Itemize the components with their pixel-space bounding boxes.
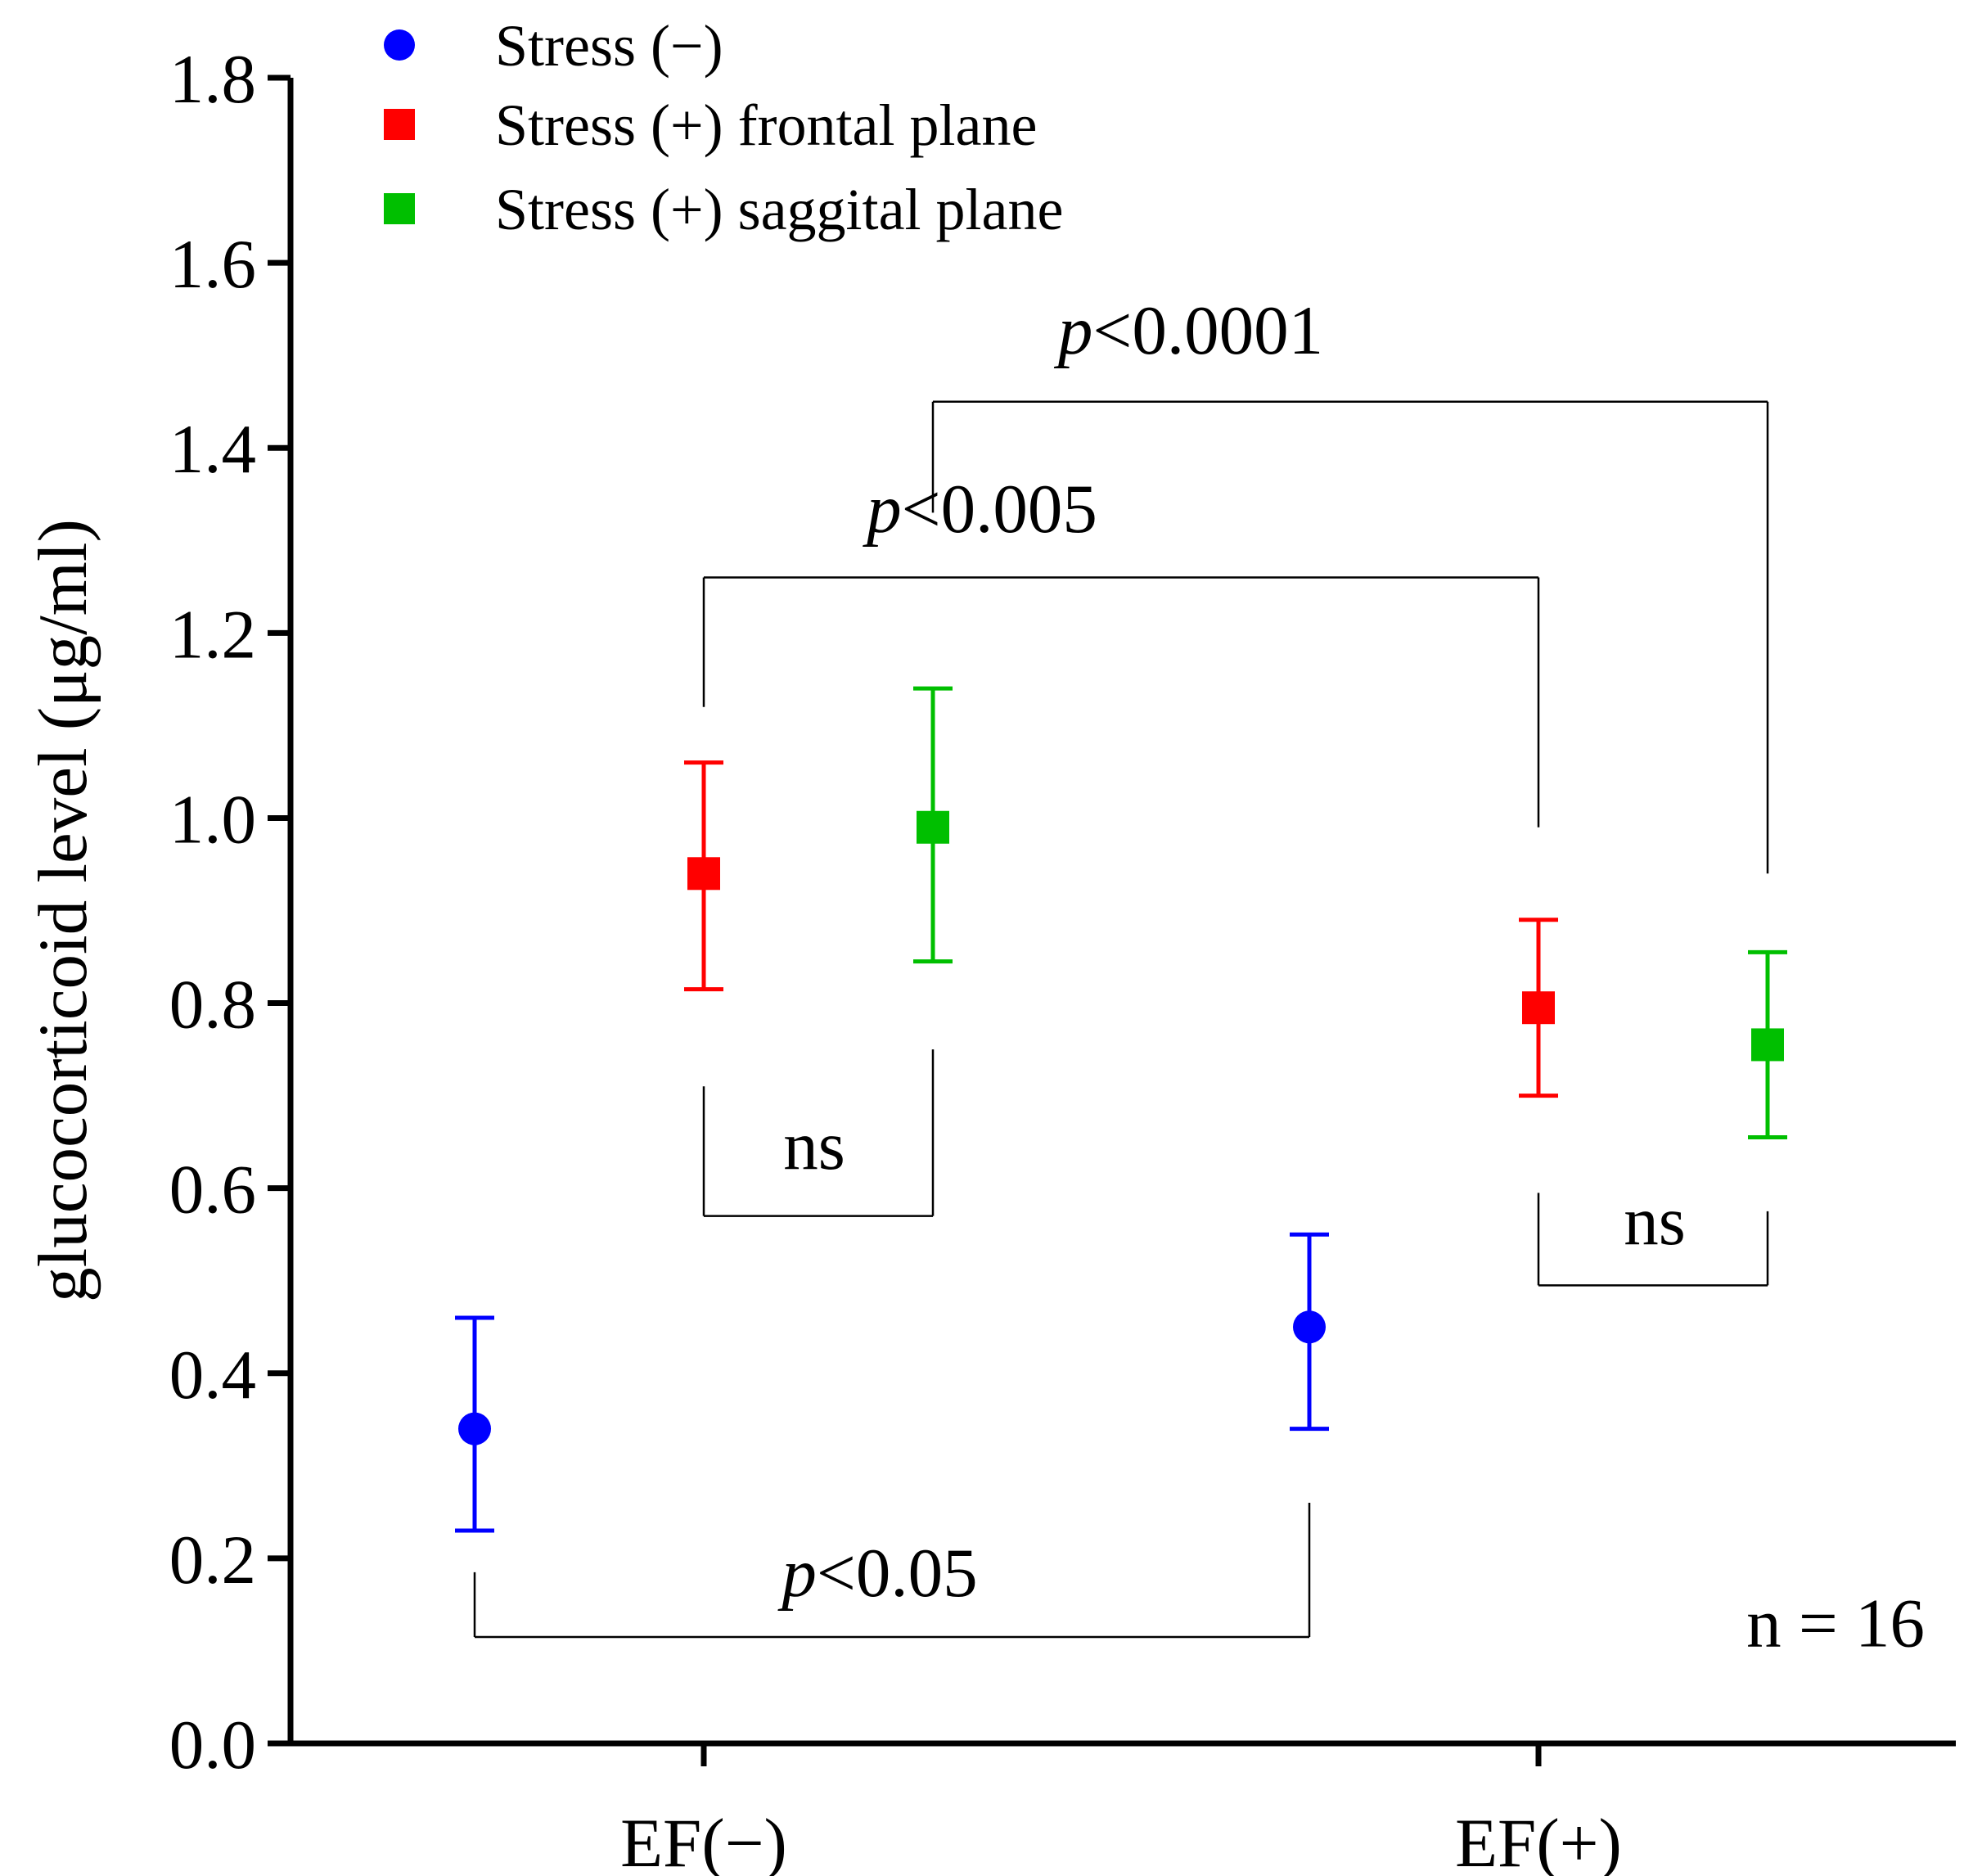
legend-label: Stress (+) saggital plane [495,177,1063,242]
data-point-group [455,1315,494,1533]
axes: 0.0 0.2 0.4 0.6 0.8 1.0 1.2 1.4 1.6 1.8 EF(−) EF(+) [169,41,1956,1876]
data-point [1293,1310,1326,1344]
significance-label: p<0.0001 [1054,292,1323,369]
legend-marker [384,193,415,224]
y-tick-label: 1.6 [169,226,256,303]
significance-label: ns [1624,1183,1686,1260]
data-point-group [913,686,953,964]
data-point [1522,991,1555,1025]
data-point [687,857,720,891]
legend-marker [384,29,415,61]
p-symbol: p [777,1535,817,1612]
legend-label: Stress (+) frontal plane [495,92,1037,158]
y-tick-label: 0.0 [169,1707,256,1784]
legend-marker [384,109,415,140]
significance-bracket: ns [702,1049,935,1217]
y-tick-label: 0.4 [169,1337,256,1414]
significance-label: ns [783,1107,845,1184]
y-tick-label: 1.8 [169,41,256,118]
y-tick-label: 0.2 [169,1522,256,1599]
data-point [1751,1028,1784,1062]
data-series [455,686,1787,1533]
significance-bracket: p<0.0001 [931,292,1769,874]
sample-size-label: n = 16 [1746,1585,1925,1662]
significance-label: p<0.005 [863,471,1097,548]
x-tick-label: EF(−) [620,1805,787,1876]
y-tick-label: 0.8 [169,967,256,1044]
significance-bracket: p<0.05 [473,1503,1311,1639]
p-symbol: p [1054,292,1093,369]
legend: Stress (−) Stress (+) frontal plane Stress… [384,13,1063,242]
significance-bracket: p<0.005 [702,471,1540,828]
p-symbol: p [863,471,902,548]
y-tick-label: 0.6 [169,1152,256,1229]
significance-value: <0.0001 [1092,292,1323,369]
significance-value: ns [1624,1183,1686,1260]
y-tick-label: 1.2 [169,596,256,673]
y-axis-title: glucocorticoid level (μg/ml) [25,519,101,1302]
significance-value: <0.05 [817,1535,978,1612]
data-point [917,810,949,844]
significance-value: <0.005 [902,471,1097,548]
data-point-group [684,760,723,992]
significance-value: ns [783,1107,845,1184]
y-tick-label: 1.4 [169,411,256,488]
significance-label: p<0.05 [777,1535,977,1612]
y-tick-label: 1.0 [169,781,256,858]
data-point-group [1519,918,1558,1098]
data-point [458,1412,491,1445]
x-tick-label: EF(+) [1455,1805,1622,1876]
data-point-group [1290,1232,1329,1432]
data-point-group [1748,949,1787,1139]
legend-label: Stress (−) [495,13,723,79]
significance-bracket: ns [1537,1183,1769,1287]
